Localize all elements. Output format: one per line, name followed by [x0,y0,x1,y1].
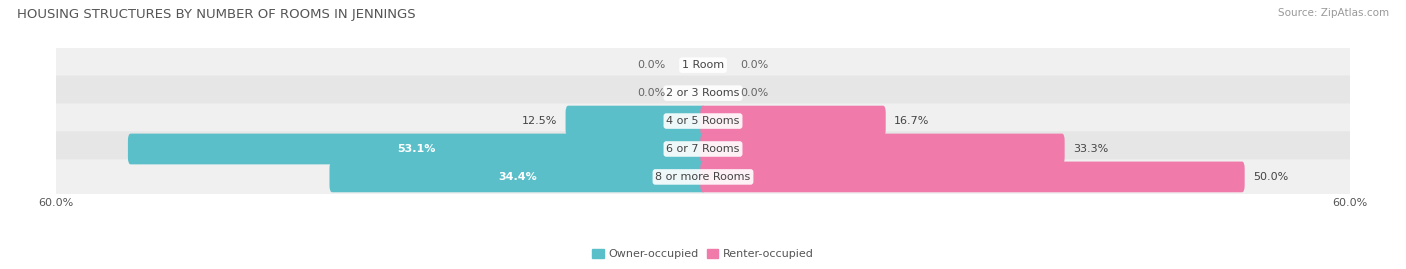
Text: 8 or more Rooms: 8 or more Rooms [655,172,751,182]
Text: 2 or 3 Rooms: 2 or 3 Rooms [666,88,740,98]
FancyBboxPatch shape [34,104,1372,139]
Text: 34.4%: 34.4% [498,172,537,182]
Text: 53.1%: 53.1% [398,144,436,154]
Text: 12.5%: 12.5% [522,116,558,126]
FancyBboxPatch shape [34,131,1372,167]
Legend: Owner-occupied, Renter-occupied: Owner-occupied, Renter-occupied [588,245,818,264]
Text: Source: ZipAtlas.com: Source: ZipAtlas.com [1278,8,1389,18]
Text: 33.3%: 33.3% [1073,144,1108,154]
Text: HOUSING STRUCTURES BY NUMBER OF ROOMS IN JENNINGS: HOUSING STRUCTURES BY NUMBER OF ROOMS IN… [17,8,416,21]
Text: 4 or 5 Rooms: 4 or 5 Rooms [666,116,740,126]
FancyBboxPatch shape [34,48,1372,83]
FancyBboxPatch shape [34,159,1372,194]
FancyBboxPatch shape [128,134,706,164]
Text: 1 Room: 1 Room [682,60,724,70]
FancyBboxPatch shape [34,76,1372,111]
Text: 0.0%: 0.0% [637,60,665,70]
FancyBboxPatch shape [329,162,706,192]
Text: 0.0%: 0.0% [741,88,769,98]
Text: 16.7%: 16.7% [894,116,929,126]
Text: 0.0%: 0.0% [637,88,665,98]
Text: 50.0%: 50.0% [1253,172,1288,182]
FancyBboxPatch shape [700,134,1064,164]
Text: 6 or 7 Rooms: 6 or 7 Rooms [666,144,740,154]
FancyBboxPatch shape [565,106,706,136]
FancyBboxPatch shape [700,106,886,136]
FancyBboxPatch shape [700,162,1244,192]
Text: 0.0%: 0.0% [741,60,769,70]
